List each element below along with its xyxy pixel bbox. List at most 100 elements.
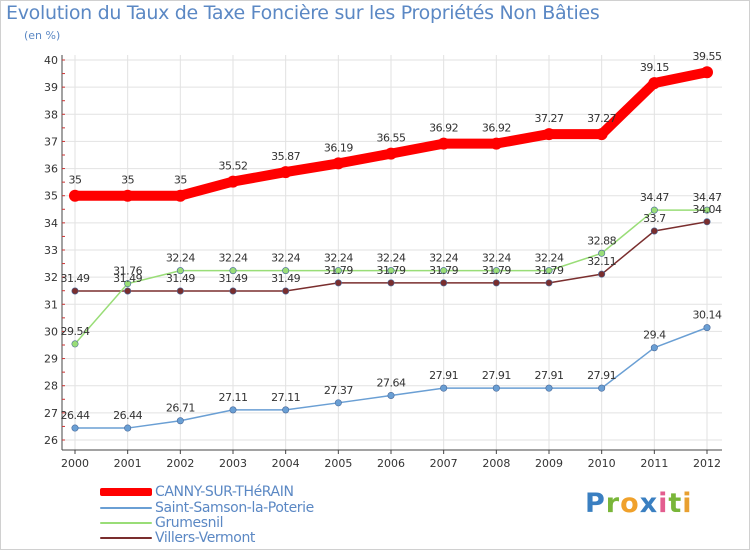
data-point-3 xyxy=(545,279,553,287)
data-point-2 xyxy=(598,249,606,257)
legend-label-grumesnil: Grumesnil xyxy=(155,515,224,531)
data-point-0 xyxy=(595,128,608,141)
data-point-1 xyxy=(598,384,606,392)
data-point-3 xyxy=(598,270,606,278)
data-label-1: 27.64 xyxy=(377,376,406,389)
data-label-2: 32.24 xyxy=(219,252,248,265)
data-point-3 xyxy=(71,287,79,295)
y-tick-label: 35 xyxy=(44,190,58,203)
data-label-0: 36.92 xyxy=(429,122,458,135)
data-label-3: 31.49 xyxy=(271,272,300,285)
data-point-2 xyxy=(492,267,500,275)
data-point-3 xyxy=(703,218,711,226)
y-tick-label: 34 xyxy=(44,217,58,230)
data-point-2 xyxy=(387,267,395,275)
data-point-0 xyxy=(648,77,661,90)
data-point-2 xyxy=(71,340,79,348)
data-label-0: 35 xyxy=(121,174,134,187)
y-tick-label: 26 xyxy=(44,434,58,447)
y-tick-label: 27 xyxy=(44,407,58,420)
x-tick-label: 2007 xyxy=(430,457,458,470)
x-tick-label: 2001 xyxy=(114,457,142,470)
data-label-2: 32.24 xyxy=(271,252,300,265)
legend-swatch-saint-samson xyxy=(100,507,152,509)
data-point-0 xyxy=(385,147,397,160)
y-tick-label: 37 xyxy=(44,135,58,148)
y-tick-label: 36 xyxy=(44,163,58,176)
data-label-0: 35.87 xyxy=(271,150,300,163)
data-label-2: 29.54 xyxy=(61,325,90,338)
data-label-2: 31.76 xyxy=(113,265,142,278)
y-tick-label: 31 xyxy=(44,298,58,311)
data-label-0: 35.52 xyxy=(219,160,248,173)
x-tick-label: 2002 xyxy=(166,457,194,470)
data-point-0 xyxy=(490,137,503,150)
x-tick-label: 2005 xyxy=(324,457,352,470)
data-label-2: 32.24 xyxy=(166,252,195,265)
data-point-0 xyxy=(332,157,345,170)
legend-swatch-grumesnil xyxy=(100,522,152,524)
data-point-0 xyxy=(227,175,239,188)
legend-label-villers: Villers-Vermont xyxy=(155,530,256,546)
legend-swatch-villers xyxy=(100,537,152,539)
x-tick-label: 2003 xyxy=(219,457,247,470)
data-point-2 xyxy=(703,206,711,214)
data-point-1 xyxy=(492,384,500,392)
data-point-1 xyxy=(387,391,395,399)
data-label-3: 32.11 xyxy=(587,255,616,268)
data-label-0: 39.55 xyxy=(693,50,722,63)
data-label-1: 27.91 xyxy=(429,369,458,382)
data-point-3 xyxy=(650,227,658,235)
x-tick-label: 2012 xyxy=(693,457,721,470)
data-point-3 xyxy=(282,287,290,295)
legend-swatch-canny xyxy=(100,488,152,496)
chart-title: Evolution du Taux de Taxe Foncière sur l… xyxy=(6,2,600,24)
data-label-2: 32.24 xyxy=(324,252,353,265)
legend-item-villers: Villers-Vermont xyxy=(100,530,256,546)
y-tick-label: 29 xyxy=(44,353,58,366)
data-point-2 xyxy=(229,267,237,275)
data-point-3 xyxy=(334,279,342,287)
legend-item-saint-samson: Saint-Samson-la-Poterie xyxy=(100,500,314,516)
data-label-1: 27.11 xyxy=(271,391,300,404)
data-point-0 xyxy=(174,189,187,202)
y-tick-label: 33 xyxy=(44,244,58,257)
data-label-3: 31.79 xyxy=(377,264,406,277)
data-label-0: 36.92 xyxy=(482,122,511,135)
data-label-1: 27.91 xyxy=(535,369,564,382)
data-label-0: 36.55 xyxy=(377,132,406,145)
data-label-0: 35 xyxy=(174,174,187,187)
data-point-3 xyxy=(440,279,448,287)
data-point-1 xyxy=(703,324,711,332)
data-point-0 xyxy=(121,189,134,202)
y-axis-unit: (en %) xyxy=(24,29,61,42)
data-point-1 xyxy=(71,424,79,432)
y-tick-label: 39 xyxy=(44,81,58,94)
data-point-0 xyxy=(437,137,450,150)
data-point-3 xyxy=(492,279,500,287)
data-label-0: 39.15 xyxy=(640,61,669,74)
data-label-0: 35 xyxy=(69,174,82,187)
data-label-3: 31.79 xyxy=(482,264,511,277)
x-tick-label: 2009 xyxy=(535,457,563,470)
data-label-2: 34.47 xyxy=(640,191,669,204)
y-tick-label: 28 xyxy=(44,380,58,393)
data-label-2: 32.24 xyxy=(377,252,406,265)
data-point-1 xyxy=(229,406,237,414)
data-point-2 xyxy=(545,267,553,275)
data-label-1: 27.91 xyxy=(482,369,511,382)
data-point-1 xyxy=(545,384,553,392)
data-label-2: 32.24 xyxy=(535,252,564,265)
data-point-1 xyxy=(440,384,448,392)
data-label-1: 26.44 xyxy=(113,409,142,422)
data-point-2 xyxy=(176,267,184,275)
data-point-3 xyxy=(229,287,237,295)
data-label-3: 33.7 xyxy=(643,212,666,225)
legend-item-canny: CANNY-SUR-THéRAIN xyxy=(100,484,294,500)
data-label-1: 27.37 xyxy=(324,384,353,397)
data-point-1 xyxy=(650,344,658,352)
data-label-3: 31.79 xyxy=(324,264,353,277)
data-label-1: 26.71 xyxy=(166,402,195,415)
